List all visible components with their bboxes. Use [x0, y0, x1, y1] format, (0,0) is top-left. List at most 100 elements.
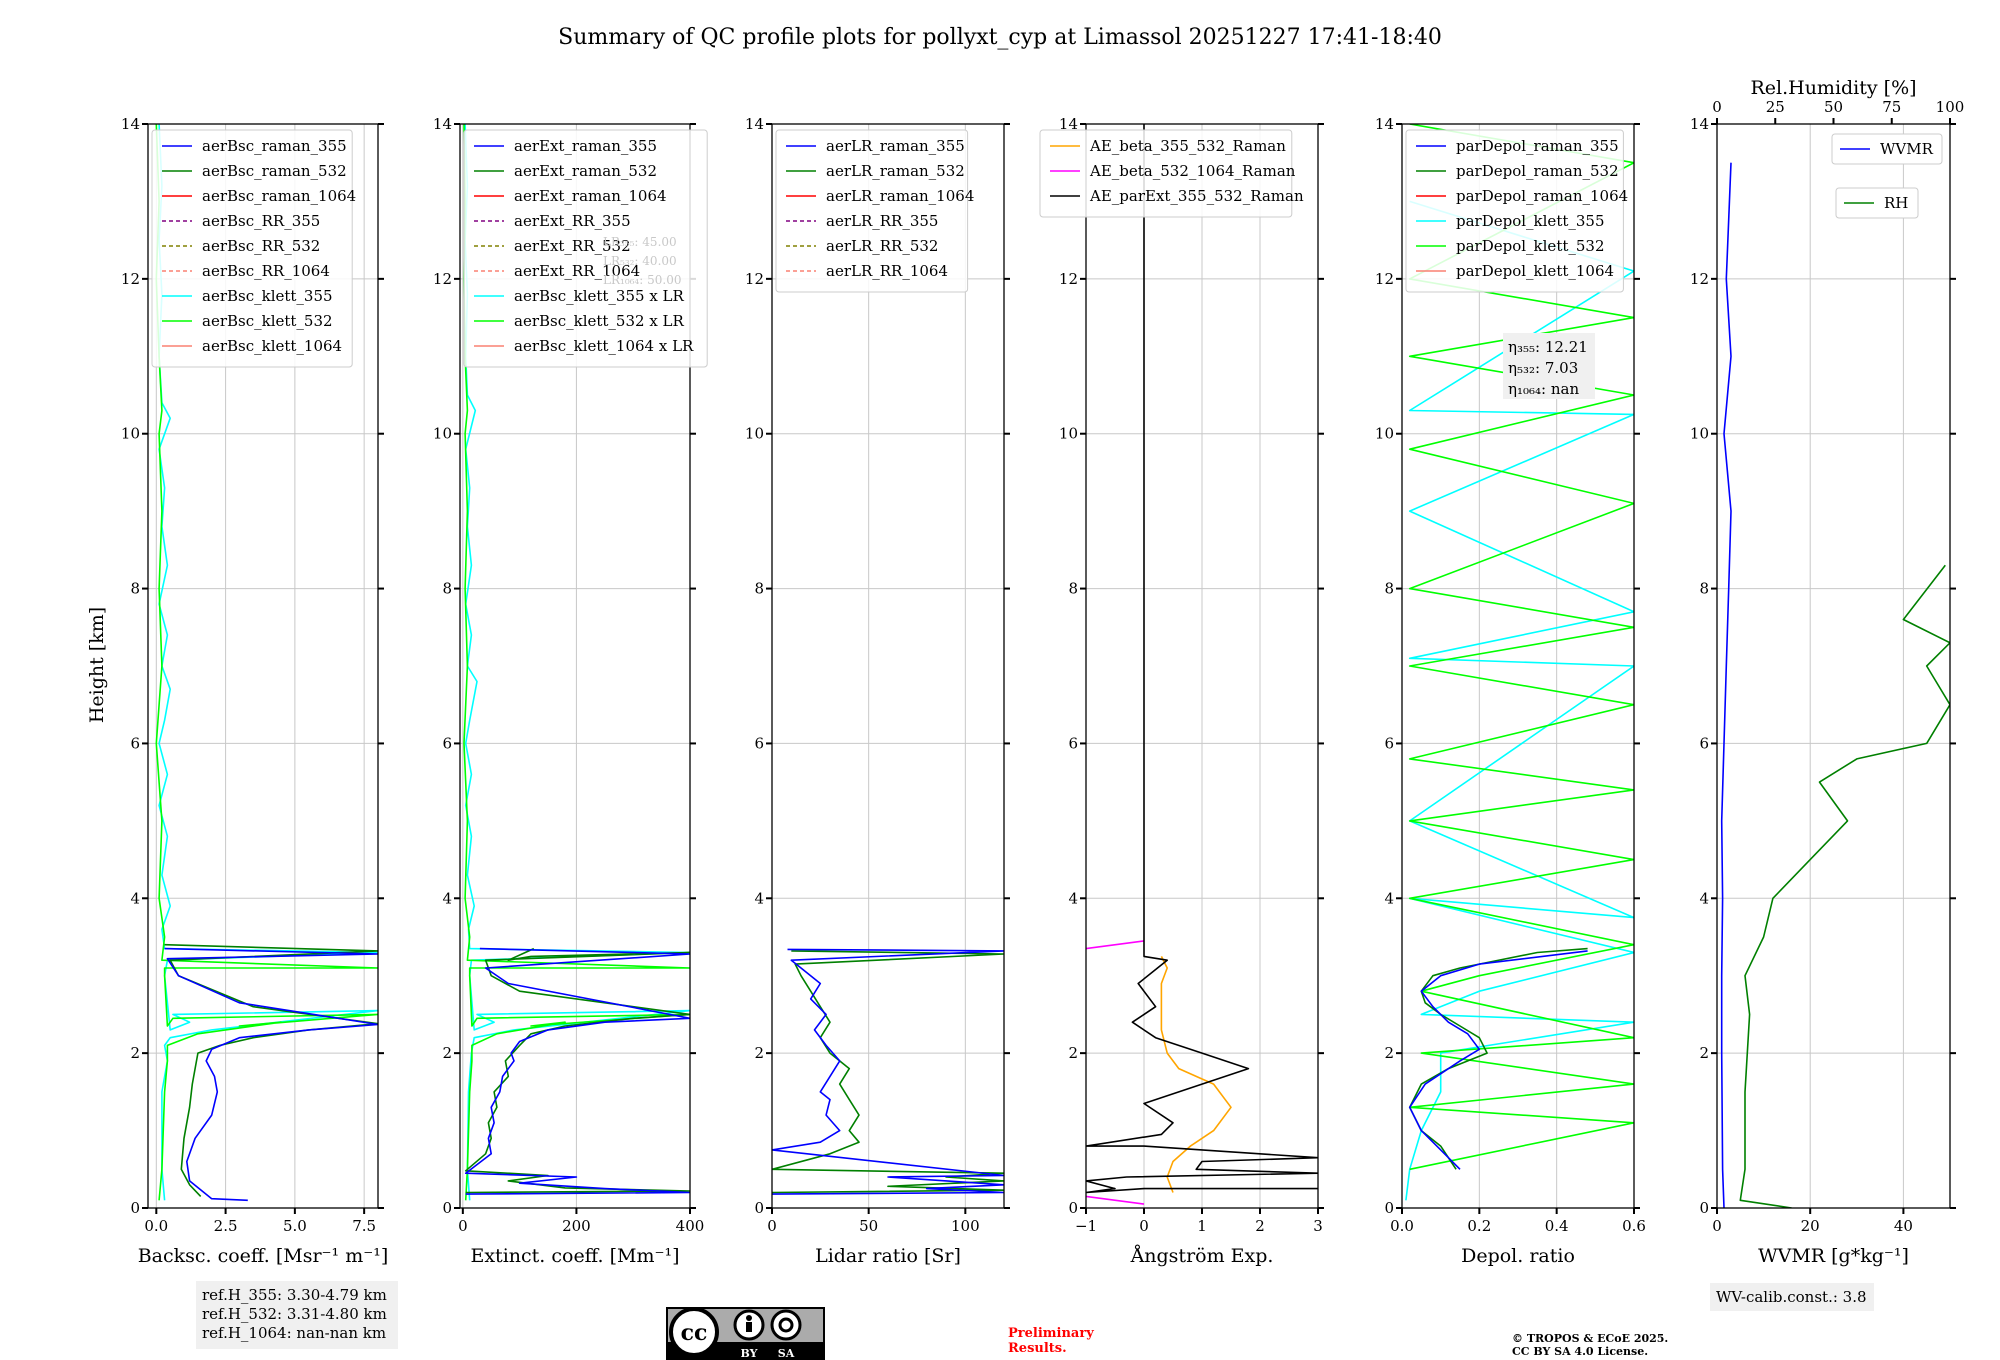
- legend-label: AE_parExt_355_532_Raman: [1089, 187, 1304, 205]
- y-tick-label: 14: [433, 115, 452, 133]
- series-line-AE_beta_532_1064_Raman_low: [1086, 1195, 1145, 1205]
- legend-label: aerExt_RR_1064: [514, 262, 640, 280]
- top-x-axis-label: Rel.Humidity [%]: [1750, 77, 1916, 99]
- wv-calib-const: WV-calib.const.: 3.8: [1716, 1288, 1867, 1306]
- legend-box: [1835, 187, 1919, 219]
- y-tick-label: 10: [1059, 425, 1078, 443]
- cc-sa-label: SA: [778, 1347, 795, 1360]
- axes-frame: [147, 123, 379, 1209]
- x-tick-label: 0: [1139, 1217, 1149, 1235]
- legend-label: aerBsc_klett_1064 x LR: [514, 337, 694, 355]
- copyright-line-2: CC BY SA 4.0 License.: [1512, 1345, 1648, 1358]
- legend-box: [775, 129, 969, 293]
- legend-label: aerBsc_raman_532: [202, 162, 347, 180]
- wv-calib-box: WV-calib.const.: 3.8: [1710, 1283, 1874, 1311]
- x-tick-label: 40: [1894, 1217, 1913, 1235]
- y-tick-label: 8: [754, 580, 764, 598]
- y-tick-label: 2: [1699, 1044, 1709, 1062]
- x-axis-label-bsc: Backsc. coeff. [Msr⁻¹ m⁻¹]: [138, 1245, 389, 1267]
- y-tick-label: 6: [754, 734, 764, 752]
- legend-box: [1831, 133, 1943, 165]
- y-tick-label: 10: [1690, 425, 1709, 443]
- series-line-parDepol_raman_532: [1408, 947, 1588, 1170]
- y-tick-label: 4: [1068, 889, 1078, 907]
- x-axis-label-wv: WVMR [g*kg⁻¹]: [1758, 1245, 1909, 1267]
- y-tick-label: 0: [1699, 1199, 1709, 1217]
- y-tick-label: 0: [754, 1199, 764, 1217]
- legend-RH: RH: [1835, 187, 1919, 219]
- y-tick-label: 14: [745, 115, 764, 133]
- lr-annotation: LR₃₅₅: 45.00 LR₅₃₂: 40.00 LR₁₀₆₄: 50.00: [603, 235, 681, 287]
- x-tick-label: 0.2: [1467, 1217, 1491, 1235]
- cc-icon: cc: [681, 1320, 708, 1346]
- ref-height-box: ref.H_355: 3.30-4.79 km ref.H_532: 3.31-…: [196, 1281, 398, 1349]
- y-tick-label: 4: [1384, 889, 1394, 907]
- legend-WVMR: WVMR: [1831, 133, 1943, 165]
- x-axis-label-depol: Depol. ratio: [1461, 1245, 1575, 1267]
- y-tick-label: 10: [745, 425, 764, 443]
- legend-label: AE_beta_532_1064_Raman: [1089, 162, 1296, 180]
- y-tick-label: 8: [442, 580, 452, 598]
- y-tick-label: 2: [754, 1044, 764, 1062]
- panel-lr: 0 2 4 6 8 10 12 14 0 50 100 Lidar ratio [Sr] aerLR_r…: [745, 115, 1010, 1267]
- legend-label: parDepol_raman_532: [1456, 162, 1619, 180]
- x-tick-label: 1: [1197, 1217, 1207, 1235]
- x-axis-label-ae: Ångström Exp.: [1130, 1245, 1274, 1267]
- legend-box: [1039, 129, 1293, 218]
- series-group: [772, 948, 1004, 1195]
- top-x-tick-label: 75: [1882, 98, 1901, 116]
- ref-height-532: ref.H_532: 3.31-4.80 km: [202, 1305, 387, 1323]
- lr-annotation-line: LR₁₀₆₄: 50.00: [603, 273, 681, 287]
- x-tick-label: 400: [676, 1217, 705, 1235]
- eta-line: η₃₅₅: 12.21: [1508, 338, 1588, 356]
- series-line-aerBsc_raman_355: [164, 947, 378, 1202]
- y-tick-label: 6: [1068, 734, 1078, 752]
- legend-box: [151, 129, 353, 368]
- x-tick-label: 100: [951, 1217, 980, 1235]
- x-tick-label: 200: [562, 1217, 591, 1235]
- y-tick-label: 12: [1690, 270, 1709, 288]
- copyright-line-1: © TROPOS & ECoE 2025.: [1512, 1332, 1668, 1345]
- legend-label: parDepol_raman_355: [1456, 137, 1619, 155]
- panel-depol: 0 2 4 6 8 10 12 14 0.0 0.2 0.4 0.6 Depol. ratio parDe…: [1375, 115, 1646, 1267]
- series-line-parDepol_klett_355: [1405, 200, 1634, 1201]
- series-line-parDepol_klett_532: [1408, 124, 1634, 1171]
- legend-label: aerBsc_klett_1064: [202, 337, 342, 355]
- y-tick-label: 6: [130, 734, 140, 752]
- x-axis-label-ext: Extinct. coeff. [Mm⁻¹]: [470, 1245, 679, 1267]
- y-tick-label: 10: [121, 425, 140, 443]
- x-tick-label: 0: [458, 1217, 468, 1235]
- top-x-tick-label: 25: [1766, 98, 1785, 116]
- y-tick-label: 4: [754, 889, 764, 907]
- x-tick-label: 20: [1801, 1217, 1820, 1235]
- legend-label: parDepol_klett_355: [1456, 212, 1605, 230]
- axes-frame: [1716, 123, 1951, 1209]
- legend-label: aerBsc_RR_1064: [202, 262, 330, 280]
- y-tick-label: 12: [1059, 270, 1078, 288]
- legend-label: aerExt_raman_355: [514, 137, 657, 155]
- x-tick-label: 50: [859, 1217, 878, 1235]
- y-tick-label: 6: [1699, 734, 1709, 752]
- panel-bsc: 0 2 4 6 8 10 12 14 0.0 2.5 5.0 7.5 Backsc. coeff. [M…: [121, 115, 388, 1267]
- legend-label: aerBsc_klett_532 x LR: [514, 312, 685, 330]
- legend-label: aerLR_raman_1064: [826, 187, 974, 205]
- y-tick-label: 0: [442, 1199, 452, 1217]
- legend-label: aerExt_RR_355: [514, 212, 631, 230]
- series-line-AE_parExt_355_532_Raman: [1086, 124, 1318, 1194]
- x-tick-label: 0.0: [1390, 1217, 1414, 1235]
- legend-label: RH: [1884, 194, 1908, 212]
- cc-by-sa-badge[interactable]: cc BY SA: [666, 1307, 825, 1360]
- y-tick-label: 14: [121, 115, 140, 133]
- series-line-aerExt_raman_532: [464, 947, 690, 1194]
- legend-label: aerExt_RR_532: [514, 237, 631, 255]
- y-tick-label: 0: [1068, 1199, 1078, 1217]
- eta-box: [1503, 333, 1595, 399]
- series-group: [1720, 162, 1950, 1208]
- series-line-WVMR: [1720, 162, 1732, 1208]
- y-tick-label: 12: [1375, 270, 1394, 288]
- legend-label: aerLR_RR_532: [826, 237, 938, 255]
- top-x-tick-label: 50: [1824, 98, 1843, 116]
- axes-frame: [1401, 123, 1635, 1209]
